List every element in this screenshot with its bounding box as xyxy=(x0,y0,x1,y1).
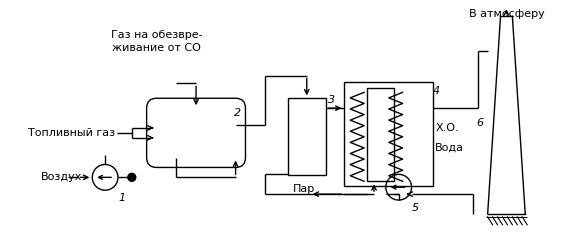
Bar xyxy=(367,88,394,181)
Text: 6: 6 xyxy=(476,118,483,128)
Text: 4: 4 xyxy=(433,86,440,96)
Text: 2: 2 xyxy=(234,108,241,118)
Text: Пар: Пар xyxy=(293,184,315,194)
Text: 1: 1 xyxy=(118,193,125,203)
Text: Газ на обезвре-
живание от СО: Газ на обезвре- живание от СО xyxy=(111,30,202,53)
Bar xyxy=(288,98,325,175)
Text: Вода: Вода xyxy=(435,143,464,153)
Text: Топливный газ: Топливный газ xyxy=(28,128,115,138)
Text: Х.О.: Х.О. xyxy=(435,123,459,133)
Circle shape xyxy=(128,173,136,181)
Bar xyxy=(344,82,433,186)
Text: 3: 3 xyxy=(328,95,335,105)
Text: 5: 5 xyxy=(412,203,418,213)
Text: Воздух: Воздух xyxy=(41,172,83,182)
Text: В атмосферу: В атмосферу xyxy=(468,9,544,19)
